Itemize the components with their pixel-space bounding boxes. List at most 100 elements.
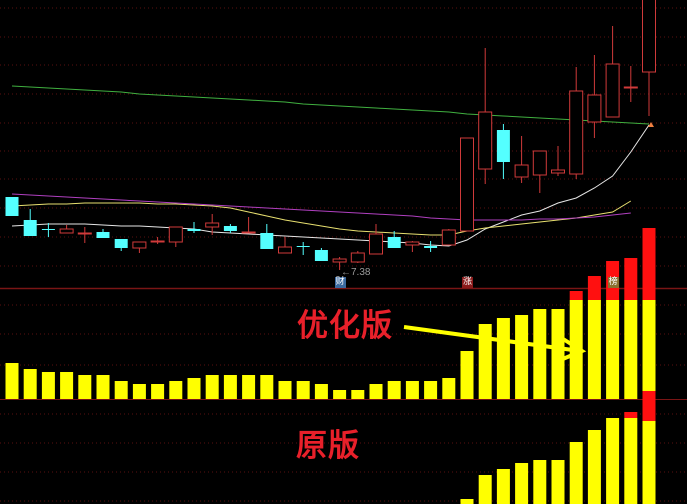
indicator-bar-yellow	[23, 369, 37, 399]
indicator-bar-yellow	[624, 418, 638, 504]
candle-down	[5, 197, 19, 216]
candle-down	[496, 130, 510, 162]
limit-up-marker[interactable]: 涨	[462, 277, 473, 288]
candle-up	[532, 150, 547, 176]
indicator-bar-yellow	[151, 384, 165, 399]
indicator-bar-yellow	[78, 375, 92, 399]
indicator-bar-yellow	[296, 381, 310, 399]
candle-down	[187, 229, 201, 231]
candle-up	[168, 226, 183, 243]
indicator-bar-yellow	[569, 442, 583, 504]
indicator-bar-yellow	[169, 381, 183, 399]
indicator-bar-yellow	[114, 381, 128, 399]
moving-average-line-2	[11, 200, 632, 236]
indicator-bar-yellow	[442, 378, 456, 399]
candle-down	[114, 239, 128, 248]
signal-marker-icon	[648, 122, 654, 127]
indicator-bar-yellow	[515, 463, 529, 504]
indicator-bar-yellow	[333, 390, 347, 399]
low-price-label: ←7.38	[341, 267, 371, 278]
candle-up	[59, 228, 74, 234]
price-panel	[5, 0, 656, 270]
indicator-bar-yellow	[642, 421, 656, 504]
indicator-bar-yellow	[515, 315, 529, 399]
indicator-bar-yellow	[60, 372, 74, 399]
candle-up	[369, 233, 383, 255]
candle-down	[96, 232, 110, 238]
indicator-bar-yellow	[96, 375, 110, 399]
indicator-bar-yellow	[369, 384, 383, 399]
indicator-bar-yellow	[587, 430, 601, 504]
indicator-bar-yellow	[606, 418, 620, 504]
indicator-bar-yellow	[496, 469, 510, 504]
indicator-bar-yellow	[223, 375, 237, 399]
candle-down	[424, 246, 438, 248]
indicator-bar-red	[642, 391, 656, 421]
indicator-bar-red	[642, 228, 656, 300]
indicator-bar-yellow	[624, 300, 638, 399]
indicator-bar-yellow	[533, 460, 547, 504]
indicator-bar-red	[587, 276, 601, 300]
candle-up	[241, 231, 256, 234]
candle-up	[332, 258, 347, 263]
indicator-bar-yellow	[242, 375, 256, 399]
indicator-bar-red	[624, 412, 638, 418]
indicator-bar-yellow	[205, 375, 219, 399]
arrow-head-icon	[557, 335, 587, 363]
candle-down	[23, 220, 37, 236]
indicator-bar-yellow	[606, 300, 620, 399]
candle-up	[150, 240, 165, 243]
ranking-marker[interactable]: 榜	[607, 277, 619, 288]
candle-up	[514, 164, 529, 178]
original-version-label: 原版	[296, 428, 360, 464]
indicator-bar-yellow	[41, 372, 55, 399]
indicator-bar-yellow	[132, 384, 146, 399]
optimized-version-label: 优化版	[297, 308, 393, 344]
indicator-bar-yellow	[587, 300, 601, 399]
candle-up	[551, 169, 565, 174]
indicator-bar-yellow	[478, 324, 492, 399]
candle-down	[41, 229, 55, 230]
candle-up	[623, 86, 638, 89]
candle-up	[405, 241, 420, 246]
indicator-bar-yellow	[351, 390, 365, 399]
indicator-bar-yellow	[642, 300, 656, 399]
candle-up	[460, 137, 474, 232]
candle-up	[132, 241, 147, 249]
indicator-bar-yellow	[260, 375, 274, 399]
candle-up	[77, 232, 92, 235]
candle-up	[587, 94, 602, 123]
moving-average-line-3	[11, 193, 631, 221]
moving-average-line-4	[11, 85, 650, 125]
indicator-bar-yellow	[387, 381, 401, 399]
finance-event-marker[interactable]: 财	[334, 277, 346, 288]
indicator-bar-yellow	[533, 309, 547, 399]
indicator-bar-red	[569, 291, 583, 300]
candle-up	[350, 252, 365, 263]
arrow-shaft	[403, 325, 581, 353]
indicator-bar-yellow	[405, 381, 419, 399]
indicator-bar-yellow	[187, 378, 201, 399]
indicator-bar-yellow	[424, 381, 438, 399]
indicator-bar-red	[624, 258, 638, 300]
indicator-bar-yellow	[496, 318, 510, 399]
indicator-bar-yellow	[460, 499, 474, 504]
candle-up	[441, 229, 456, 246]
candle-down	[387, 237, 401, 248]
candle-down	[223, 226, 237, 231]
candle-down	[260, 233, 274, 249]
candle-up	[205, 222, 220, 228]
candle-up	[569, 90, 584, 175]
indicator-bar-yellow	[478, 475, 492, 504]
indicator-bar-yellow	[551, 309, 565, 399]
candle-up	[478, 111, 493, 170]
indicator-bar-yellow	[5, 363, 19, 399]
candle-up	[642, 0, 656, 73]
indicator-bar-yellow	[460, 351, 474, 399]
candle-up	[605, 63, 620, 118]
indicator-bar-yellow	[551, 460, 565, 504]
indicator-bar-yellow	[314, 384, 328, 399]
candle-up	[278, 246, 292, 254]
indicator-bar-yellow	[278, 381, 292, 399]
